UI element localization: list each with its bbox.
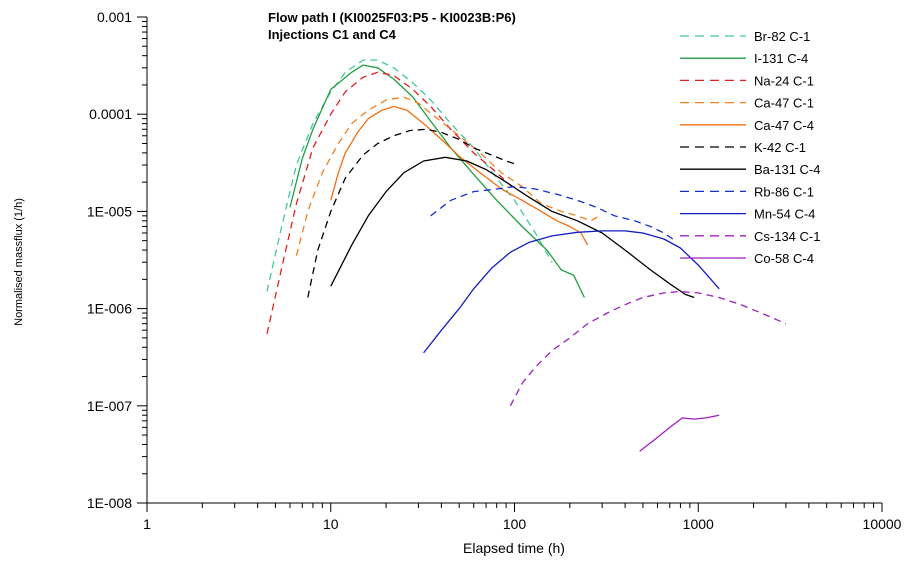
x-tick-label: 10000 [863, 516, 902, 532]
x-axis-title: Elapsed time (h) [463, 540, 565, 556]
y-tick-label: 1E-005 [87, 203, 132, 219]
series-line-na-24-c-1 [266, 71, 515, 334]
series-line-ba-131-c-4 [330, 156, 695, 299]
legend-label: Mn-54 C-4 [754, 207, 815, 222]
y-tick-label: 0.001 [97, 9, 132, 25]
legend-label: Rb-86 C-1 [754, 184, 814, 199]
x-tick-label: 1 [143, 516, 151, 532]
chart-subtitle: Injections C1 and C4 [268, 27, 397, 42]
axis-ticks: 1 10 100 1000 10000 1E-008 1E-007 1E-006 1E-005 0… [87, 9, 902, 532]
y-tick-label: 0.0001 [89, 106, 132, 122]
legend-label: Ca-47 C-1 [754, 96, 814, 111]
series-line-ca-47-c-4 [330, 105, 589, 246]
chart-title: Flow path I (KI0025F03:P5 - KI0023B:P6) [268, 10, 516, 25]
series-line-cs-134-c-1 [509, 290, 787, 407]
series-line-ca-47-c-1 [295, 96, 600, 256]
legend-label: Ba-131 C-4 [754, 162, 820, 177]
y-tick-label: 1E-006 [87, 301, 132, 317]
series-line-rb-86-c-1 [430, 185, 676, 242]
legend-label: Ca-47 C-4 [754, 118, 814, 133]
series-line-br-82-c-1 [266, 59, 553, 292]
legend-label: Co-58 C-4 [754, 251, 814, 266]
legend-label: Br-82 C-1 [754, 29, 810, 44]
legend-label: I-131 C-4 [754, 51, 808, 66]
legend-label: Cs-134 C-1 [754, 229, 820, 244]
x-tick-label: 100 [503, 516, 527, 532]
series-line-i-131-c-4 [289, 64, 585, 298]
series-line-co-58-c-4 [639, 414, 720, 452]
legend-label: K-42 C-1 [754, 140, 806, 155]
x-tick-label: 1000 [683, 516, 714, 532]
series-layer [266, 59, 787, 452]
y-axis-title: Normalised massflux (1/h) [13, 198, 25, 326]
series-line-mn-54-c-4 [423, 230, 720, 354]
legend-label: Na-24 C-1 [754, 73, 814, 88]
y-tick-label: 1E-008 [87, 495, 132, 511]
x-tick-label: 10 [323, 516, 339, 532]
y-tick-label: 1E-007 [87, 398, 132, 414]
series-line-k-42-c-1 [307, 128, 519, 298]
legend: Br-82 C-1 I-131 C-4 Na-24 C-1 Ca-47 C-1 Ca-4… [680, 29, 820, 266]
